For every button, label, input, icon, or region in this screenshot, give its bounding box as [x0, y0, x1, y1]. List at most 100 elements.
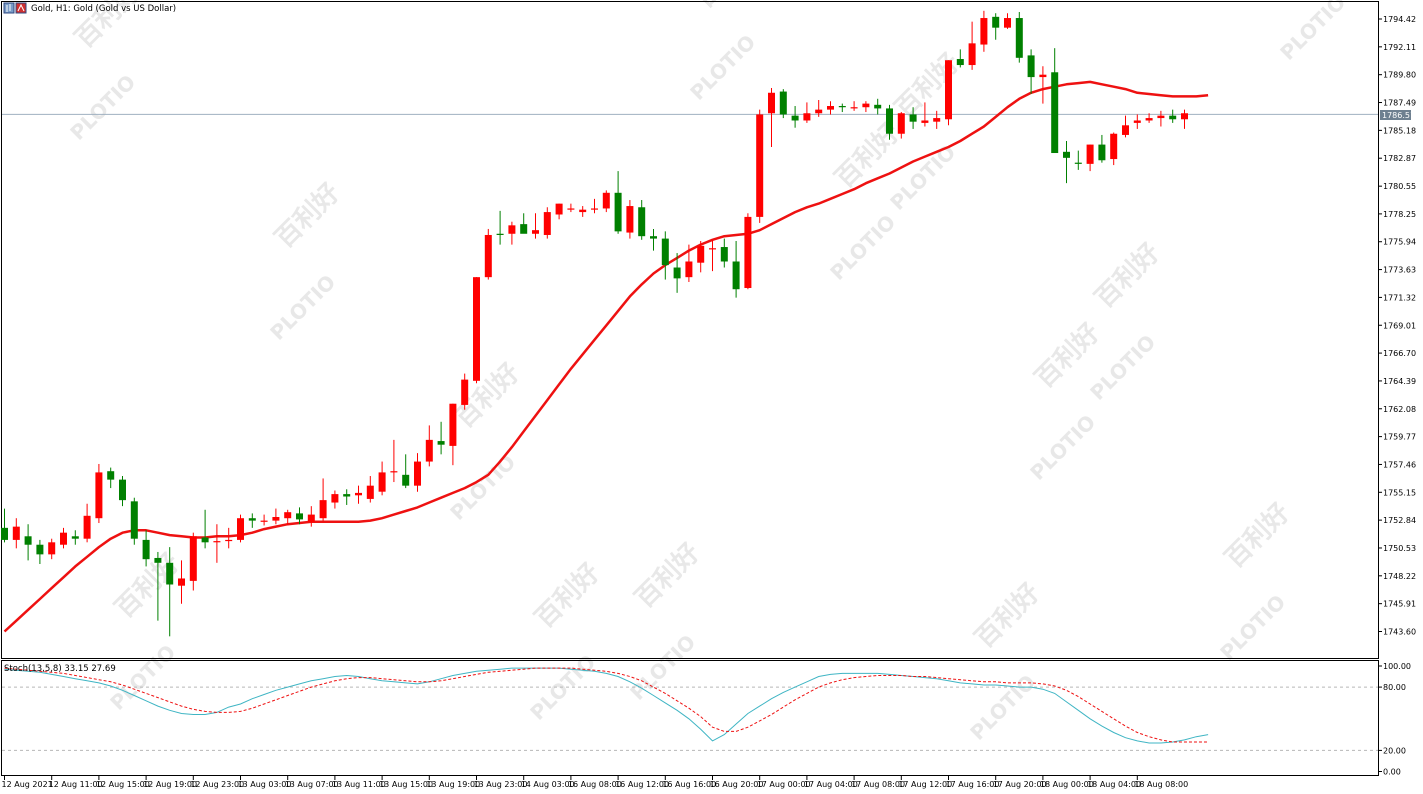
candle: [1027, 49, 1035, 94]
candle-body: [213, 541, 221, 543]
candle-body: [366, 485, 374, 499]
candle: [48, 538, 56, 560]
candle: [555, 203, 563, 220]
candle: [449, 403, 457, 466]
candle-body: [449, 403, 457, 446]
candle-body: [815, 109, 823, 114]
x-tick-label: 17 Aug 04:00: [804, 780, 858, 789]
candle-body: [909, 114, 917, 122]
candle: [319, 478, 327, 521]
candle-body: [24, 536, 32, 545]
candle-body: [661, 238, 669, 266]
y-tick-label: 1757.46: [1383, 460, 1416, 469]
candle-body: [402, 474, 410, 486]
candle-body: [355, 492, 362, 496]
candle: [508, 221, 516, 245]
candlestick-series: [1, 10, 1188, 637]
candle: [579, 206, 587, 217]
candle: [1, 508, 8, 543]
candle-body: [1145, 118, 1153, 121]
candle-body: [838, 106, 846, 108]
candle-body: [119, 479, 126, 501]
candle-body: [1015, 18, 1023, 58]
x-tick-label: 13 Aug 23:00: [474, 780, 528, 789]
candle-body: [237, 518, 244, 540]
candle: [838, 103, 846, 113]
candle-body: [1051, 72, 1059, 154]
y-tick-label: 1764.39: [1383, 377, 1416, 386]
stoch-title: Stoch(13,5,8) 33.15 27.69: [4, 664, 116, 674]
candle-body: [248, 518, 256, 521]
y-tick-label: 1750.53: [1383, 544, 1416, 553]
candle: [484, 228, 492, 280]
candle: [815, 99, 823, 117]
candle: [744, 213, 752, 290]
candle: [956, 49, 964, 68]
x-tick-label: 13 Aug 15:00: [379, 780, 433, 789]
candle: [874, 98, 882, 115]
candle-body: [756, 114, 764, 217]
candle-body: [461, 379, 469, 405]
y-tick-label: 1762.08: [1383, 405, 1416, 414]
candle-body: [1027, 55, 1035, 78]
x-tick-label: 16 Aug 08:00: [568, 780, 622, 789]
stoch-y-tick-label: 0.00: [1383, 768, 1401, 777]
candle-body: [201, 537, 209, 543]
candle-body: [850, 107, 858, 109]
y-tick-label: 1785.18: [1383, 126, 1416, 135]
candle: [791, 106, 799, 128]
y-tick-label: 1759.77: [1383, 433, 1416, 442]
candle: [36, 539, 44, 565]
candle: [24, 524, 32, 561]
x-tick-label: 12 Aug 2021: [2, 780, 53, 789]
candle: [709, 239, 716, 272]
candle: [638, 200, 646, 240]
x-tick-label: 17 Aug 16:00: [946, 780, 1000, 789]
candle: [178, 560, 185, 604]
candle-body: [532, 230, 539, 234]
candle: [119, 476, 126, 507]
candle-body: [567, 208, 575, 210]
candle-body: [980, 18, 988, 45]
candle-body: [779, 91, 787, 115]
x-tick-label: 17 Aug 08:00: [851, 780, 905, 789]
candle-body: [296, 513, 303, 520]
y-tick-label: 1778.25: [1383, 210, 1416, 219]
candle: [142, 530, 150, 567]
candle: [130, 497, 138, 545]
x-tick-label: 12 Aug 15:00: [96, 780, 150, 789]
candle-body: [862, 103, 870, 108]
stoch-y-tick-label: 80.00: [1383, 683, 1406, 692]
y-tick-label: 1745.91: [1383, 600, 1416, 609]
x-tick-label: 13 Aug 03:00: [238, 780, 292, 789]
candle-body: [1157, 115, 1165, 119]
candle-body: [732, 261, 740, 290]
x-tick-label: 18 Aug 04:00: [1087, 780, 1141, 789]
candle: [248, 513, 256, 528]
candle-body: [496, 233, 504, 235]
y-tick-label: 1773.63: [1383, 266, 1416, 275]
candle: [461, 373, 469, 410]
y-tick-label: 1748.22: [1383, 572, 1416, 581]
candle-body: [591, 208, 598, 210]
candle: [1110, 132, 1118, 166]
x-tick-label: 16 Aug 16:00: [662, 780, 716, 789]
main-plot-frame: [1, 1, 1379, 659]
candle-body: [626, 206, 634, 233]
y-tick-label: 1787.49: [1383, 99, 1416, 108]
candle: [567, 203, 575, 213]
y-tick-label: 1766.70: [1383, 349, 1416, 358]
candle: [237, 514, 244, 543]
x-tick-label: 12 Aug 19:00: [143, 780, 197, 789]
candle: [1039, 66, 1047, 104]
candle: [626, 200, 634, 239]
candle: [225, 527, 233, 549]
candle: [897, 112, 905, 139]
candle-body: [638, 207, 646, 237]
candle-body: [284, 512, 292, 519]
candle-body: [709, 248, 716, 250]
candle: [945, 60, 952, 126]
candle: [496, 210, 504, 245]
x-tick-label: 12 Aug 11:00: [49, 780, 103, 789]
candle-body: [956, 59, 964, 66]
